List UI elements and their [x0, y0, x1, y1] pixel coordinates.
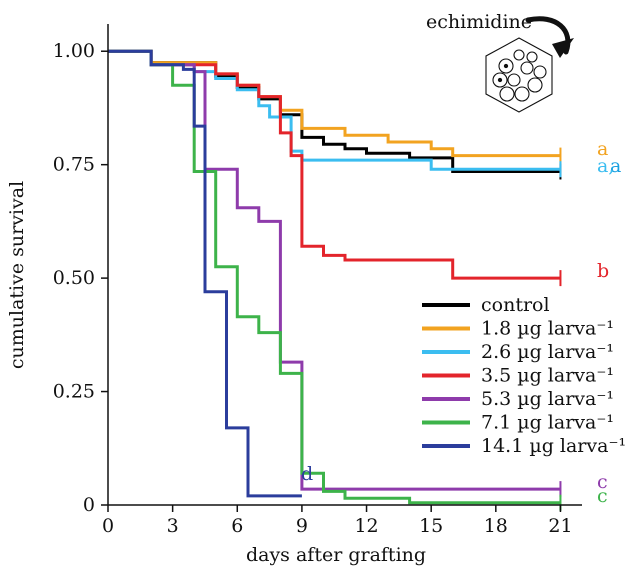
legend-label: 5.3 µg larva⁻¹: [481, 388, 614, 410]
series-line-5: [108, 49, 561, 505]
significance-label-1: a: [597, 138, 608, 160]
x-tick-label: 18: [484, 515, 508, 537]
y-tick-label: 1.00: [53, 40, 95, 62]
legend-label: 3.5 µg larva⁻¹: [481, 365, 614, 387]
legend-label: 2.6 µg larva⁻¹: [481, 341, 614, 363]
series-group: [108, 49, 562, 511]
series-line-6: [108, 49, 302, 498]
x-axis-title: days after grafting: [246, 544, 426, 566]
legend-label: 14.1 µg larva⁻¹: [481, 435, 626, 457]
legend-label: 7.1 µg larva⁻¹: [481, 412, 614, 434]
legend-item: 5.3 µg larva⁻¹: [422, 388, 614, 410]
y-tick-label: 0.50: [53, 267, 95, 289]
legend-item: 3.5 µg larva⁻¹: [422, 365, 614, 387]
x-tick-label: 6: [231, 515, 243, 537]
y-tick-label: 0: [83, 494, 95, 516]
legend-item: 14.1 µg larva⁻¹: [422, 435, 626, 457]
x-tick-label: 3: [167, 515, 179, 537]
series-line-0: [108, 49, 561, 173]
significance-label-5: c: [597, 485, 608, 507]
echimidine-annotation: echimidine: [426, 11, 574, 113]
x-tick-label: 9: [296, 515, 308, 537]
axes: 0 3 6 9 12 15 18 21 0 0.25 0.50 0.75 1.00: [53, 24, 582, 537]
significance-label-6: d: [301, 463, 313, 485]
legend-label: 1.8 µg larva⁻¹: [481, 318, 614, 340]
series-line-2: [108, 49, 561, 171]
legend-item: 2.6 µg larva⁻¹: [422, 341, 614, 363]
significance-label-2: a,: [597, 155, 614, 177]
significance-label-4: c: [597, 471, 608, 493]
legend-item: control: [422, 294, 550, 316]
molecule-icon: [485, 16, 574, 113]
series-line-3: [108, 49, 561, 280]
significance-label-0: a: [610, 155, 621, 177]
significance-label-3: b: [597, 260, 609, 282]
legend-label: control: [481, 294, 550, 316]
x-tick-label: 15: [419, 515, 443, 537]
annotation-label: echimidine: [426, 11, 532, 33]
end-labels: aaa, b cc d: [301, 138, 621, 507]
series-line-1: [108, 49, 561, 158]
x-tick-label: 0: [102, 515, 114, 537]
legend-item: 1.8 µg larva⁻¹: [422, 318, 614, 340]
y-axis-title: cumulative survival: [6, 181, 28, 369]
x-tick-label: 21: [548, 515, 572, 537]
legend-item: 7.1 µg larva⁻¹: [422, 412, 614, 434]
x-tick-label: 12: [354, 515, 378, 537]
y-tick-label: 0.25: [53, 381, 95, 403]
y-tick-label: 0.75: [53, 154, 95, 176]
